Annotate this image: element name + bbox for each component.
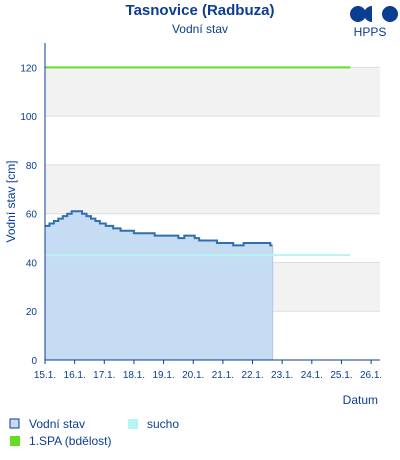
chart-title: Tasnovice (Radbuza)	[126, 2, 275, 19]
legend-label-2: 1.SPA (bdělost)	[29, 434, 112, 448]
logo-circle-middle	[364, 6, 372, 22]
hpps-logo: HPPS	[350, 6, 398, 39]
logo-circle-right	[382, 6, 398, 22]
y-axis-label: Vodní stav [cm]	[4, 160, 18, 242]
y-tick-label: 120	[20, 63, 37, 74]
x-tick-label: 25.1.	[330, 370, 352, 381]
y-tick-label: 80	[26, 161, 38, 172]
x-tick-label: 16.1.	[64, 370, 86, 381]
x-tick-label: 19.1.	[152, 370, 174, 381]
logo-circle-left	[350, 6, 366, 22]
plot-area: 0 20 40 60 80 100 120 15.1. 16.1. 17.1. 18.1. 19.1.…	[4, 43, 382, 407]
legend-swatch-1	[128, 419, 138, 429]
x-tick-label: 18.1.	[123, 370, 145, 381]
grid-band	[45, 164, 380, 214]
chart-subtitle: Vodní stav	[172, 22, 228, 36]
y-tick-label: 100	[20, 112, 37, 123]
legend-swatch-2	[10, 436, 20, 446]
y-tick-label: 20	[26, 307, 38, 318]
grid-band	[45, 67, 380, 117]
x-tick-label: 23.1.	[271, 370, 293, 381]
y-tick-label: 0	[31, 356, 37, 367]
legend-label-1: sucho	[147, 417, 179, 431]
x-tick-label: 15.1.	[34, 370, 56, 381]
y-tick-label: 40	[26, 258, 38, 269]
x-tick-label: 21.1.	[212, 370, 234, 381]
series-line-0	[45, 210, 273, 247]
x-tick-label: 26.1.	[360, 370, 382, 381]
y-tick-label: 60	[26, 210, 38, 221]
grid-band	[45, 43, 380, 68]
x-tick-label: 22.1.	[241, 370, 263, 381]
series-area-0	[45, 211, 273, 360]
legend-swatch-0	[9, 418, 20, 429]
x-tick-label: 20.1.	[182, 370, 204, 381]
logo-text: HPPS	[354, 25, 387, 39]
x-tick-label: 17.1.	[93, 370, 115, 381]
legend-label-0: Vodní stav	[29, 417, 85, 431]
x-tick-label: 24.1.	[301, 370, 323, 381]
grid-band	[45, 116, 380, 165]
legend: Vodní stav sucho 1.SPA (bdělost)	[9, 417, 179, 448]
x-axis-label: Datum	[343, 393, 378, 407]
